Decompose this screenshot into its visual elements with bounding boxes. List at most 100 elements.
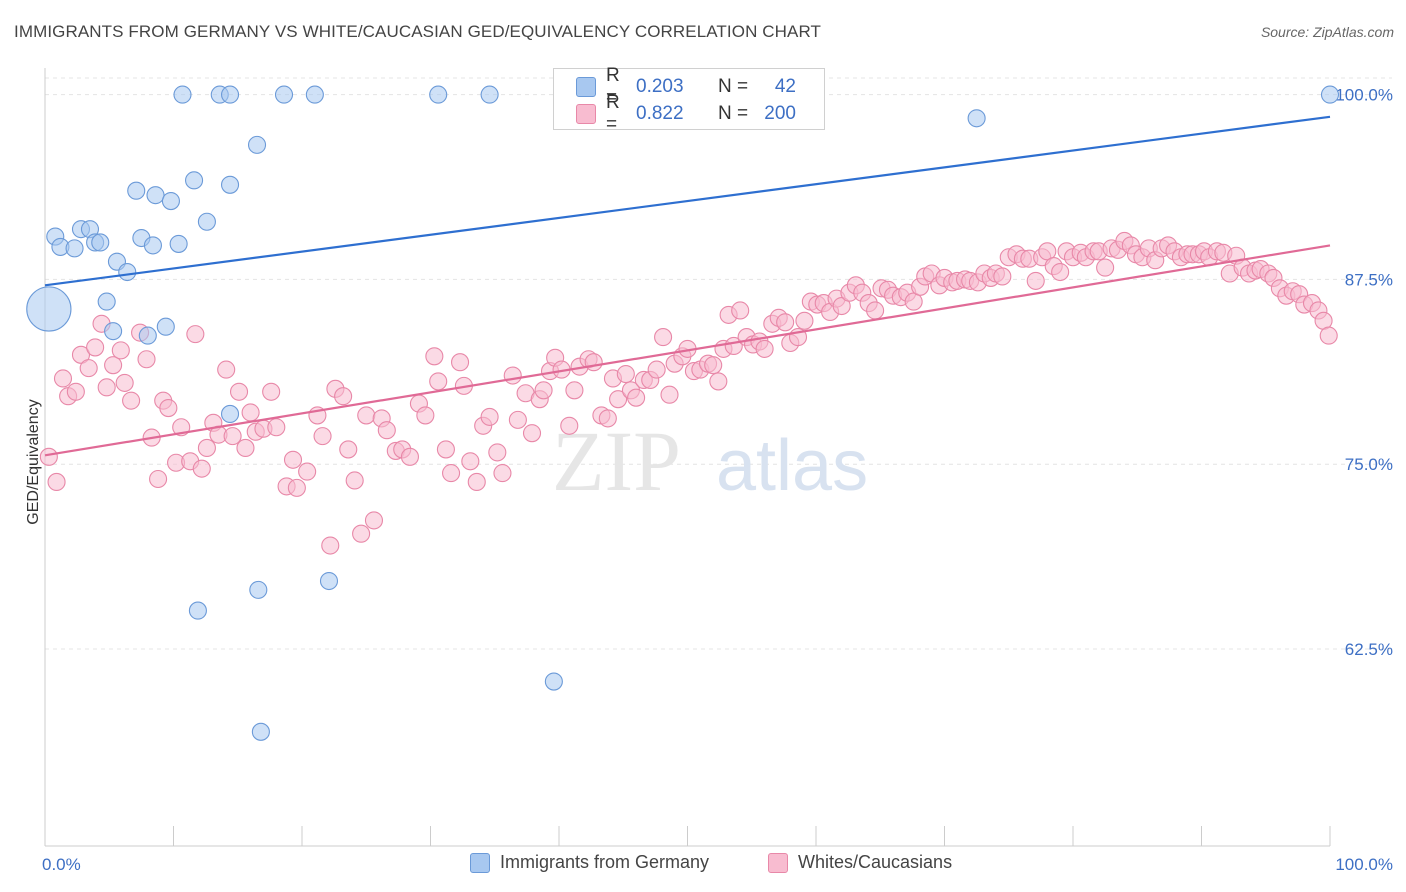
n-value: 200	[764, 103, 796, 124]
data-point	[339, 440, 358, 459]
stats-swatch-whites	[576, 104, 596, 124]
data-point	[97, 378, 116, 397]
data-point	[731, 301, 750, 320]
chart-title: IMMIGRANTS FROM GERMANY VS WHITE/CAUCASI…	[14, 22, 822, 41]
r-label: R =	[606, 65, 620, 108]
series-germany-points	[26, 85, 1340, 741]
watermark: ZIP atlas	[552, 413, 868, 509]
data-point	[709, 372, 728, 391]
data-point	[262, 382, 281, 401]
source-label: Source: ZipAtlas.com	[1260, 24, 1394, 40]
data-point	[776, 313, 795, 332]
data-point	[313, 427, 332, 446]
trend-line-germany	[44, 115, 1331, 287]
data-point	[173, 85, 192, 104]
r-label: R =	[606, 92, 620, 135]
y-tick-label: 62.5%	[1345, 640, 1393, 659]
data-point	[241, 403, 260, 422]
data-point	[993, 267, 1012, 286]
data-point	[39, 447, 58, 466]
stats-legend: R = 0.203 N = 42 R = 0.822 N = 200	[553, 65, 825, 135]
data-point	[156, 317, 175, 336]
data-point	[377, 421, 396, 440]
legend-item-germany[interactable]: Immigrants from Germany	[470, 852, 709, 873]
data-point	[627, 388, 646, 407]
data-point	[565, 381, 584, 400]
data-point	[598, 409, 617, 428]
data-point	[467, 472, 486, 492]
n-label: N =	[718, 103, 749, 124]
data-point	[287, 478, 306, 497]
data-point	[197, 438, 216, 458]
data-point	[26, 286, 72, 332]
data-point	[503, 366, 522, 385]
data-point	[298, 462, 317, 481]
data-point	[305, 85, 324, 104]
data-point	[967, 109, 986, 128]
stats-row-germany: R = 0.203 N = 42	[576, 65, 796, 108]
data-point	[429, 372, 448, 391]
data-point	[1320, 85, 1340, 104]
legend-item-whites[interactable]: Whites/Caucasians	[768, 852, 952, 873]
data-point	[321, 536, 340, 555]
data-point	[185, 171, 204, 190]
trend-lines	[44, 115, 1331, 457]
data-point	[159, 398, 178, 418]
r-value: 0.203	[636, 76, 684, 97]
data-point	[149, 469, 168, 489]
data-point	[451, 353, 470, 372]
data-point	[229, 382, 249, 401]
data-point	[755, 339, 774, 358]
data-point	[283, 450, 303, 469]
data-point	[146, 186, 165, 205]
data-point	[647, 360, 666, 379]
data-point	[1026, 271, 1045, 290]
data-point	[654, 328, 673, 347]
data-point	[832, 296, 851, 316]
data-point	[560, 416, 579, 435]
trend-line-whites	[44, 244, 1331, 457]
x-tick-label: 100.0%	[1335, 855, 1393, 874]
r-value: 0.822	[636, 103, 684, 124]
data-point	[223, 427, 242, 446]
data-point	[220, 404, 240, 424]
data-point	[161, 192, 180, 211]
data-point	[169, 234, 188, 253]
data-point	[197, 212, 216, 231]
data-point	[334, 387, 353, 406]
data-point	[352, 524, 371, 543]
data-point	[137, 350, 156, 369]
data-point	[534, 381, 553, 400]
y-tick-labels: 62.5% 75.0% 87.5% 100.0%	[1335, 86, 1393, 659]
data-point	[111, 341, 130, 360]
x-tick-label: 0.0%	[42, 855, 81, 874]
data-point	[127, 181, 146, 200]
stats-row-whites: R = 0.822 N = 200	[576, 92, 796, 135]
bottom-legend: Immigrants from Germany Whites/Caucasian…	[0, 852, 1406, 878]
data-point	[704, 356, 723, 375]
data-point	[357, 406, 376, 425]
data-point	[138, 326, 157, 345]
data-point	[104, 322, 123, 341]
data-point	[186, 325, 205, 344]
watermark-atlas: atlas	[716, 426, 868, 506]
data-point	[188, 601, 207, 620]
data-point	[97, 292, 116, 311]
data-point	[251, 722, 270, 741]
n-label: N =	[718, 76, 749, 97]
data-point	[442, 464, 461, 483]
data-point	[364, 511, 384, 530]
data-point	[236, 438, 255, 458]
data-point	[493, 464, 512, 483]
data-point	[53, 369, 73, 388]
n-value: 42	[774, 76, 796, 97]
data-point	[508, 410, 527, 429]
data-point	[616, 364, 635, 384]
data-point	[65, 239, 84, 258]
data-point	[104, 356, 123, 375]
legend-label-whites: Whites/Caucasians	[798, 852, 953, 872]
legend-swatch-germany	[470, 852, 490, 873]
data-point	[609, 390, 628, 409]
data-points	[26, 85, 1340, 741]
